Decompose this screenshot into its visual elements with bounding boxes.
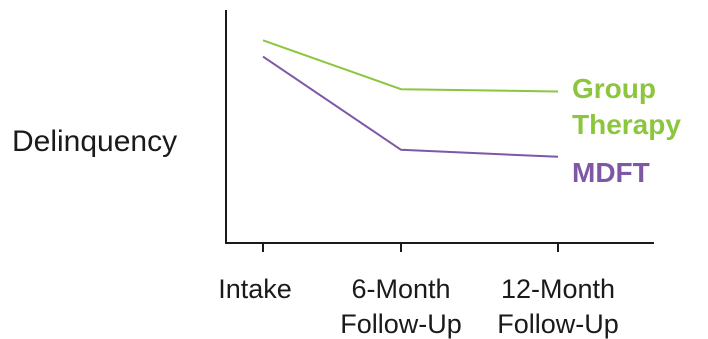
- series-line-0: [262, 39, 559, 93]
- series-labels: Group Therapy MDFT: [572, 73, 681, 188]
- x-tick-label-1: 6-Month Follow-Up: [340, 274, 462, 339]
- series-label-line: MDFT: [572, 157, 650, 188]
- series-label-0: Group Therapy: [572, 73, 681, 140]
- x-tick-label-0: Intake: [218, 274, 292, 304]
- x-tick-label-line: 6-Month: [351, 274, 450, 304]
- x-tick-labels: Intake 6-Month Follow-Up 12-Month Follow-Up: [218, 274, 619, 339]
- y-axis-label: Delinquency: [12, 125, 177, 158]
- x-tick-label-2: 12-Month Follow-Up: [497, 274, 619, 339]
- series-label-1: MDFT: [572, 157, 650, 188]
- x-tick-label-line: 12-Month: [501, 274, 615, 304]
- series-label-line: Group: [572, 73, 656, 104]
- series-lines: [262, 39, 559, 158]
- x-tick-label-line: Follow-Up: [497, 309, 619, 339]
- series-label-line: Therapy: [572, 109, 681, 140]
- series-line-1: [262, 55, 559, 158]
- x-tick-label-line: Follow-Up: [340, 309, 462, 339]
- x-tick-label-line: Intake: [218, 274, 292, 304]
- x-ticks: [262, 243, 559, 252]
